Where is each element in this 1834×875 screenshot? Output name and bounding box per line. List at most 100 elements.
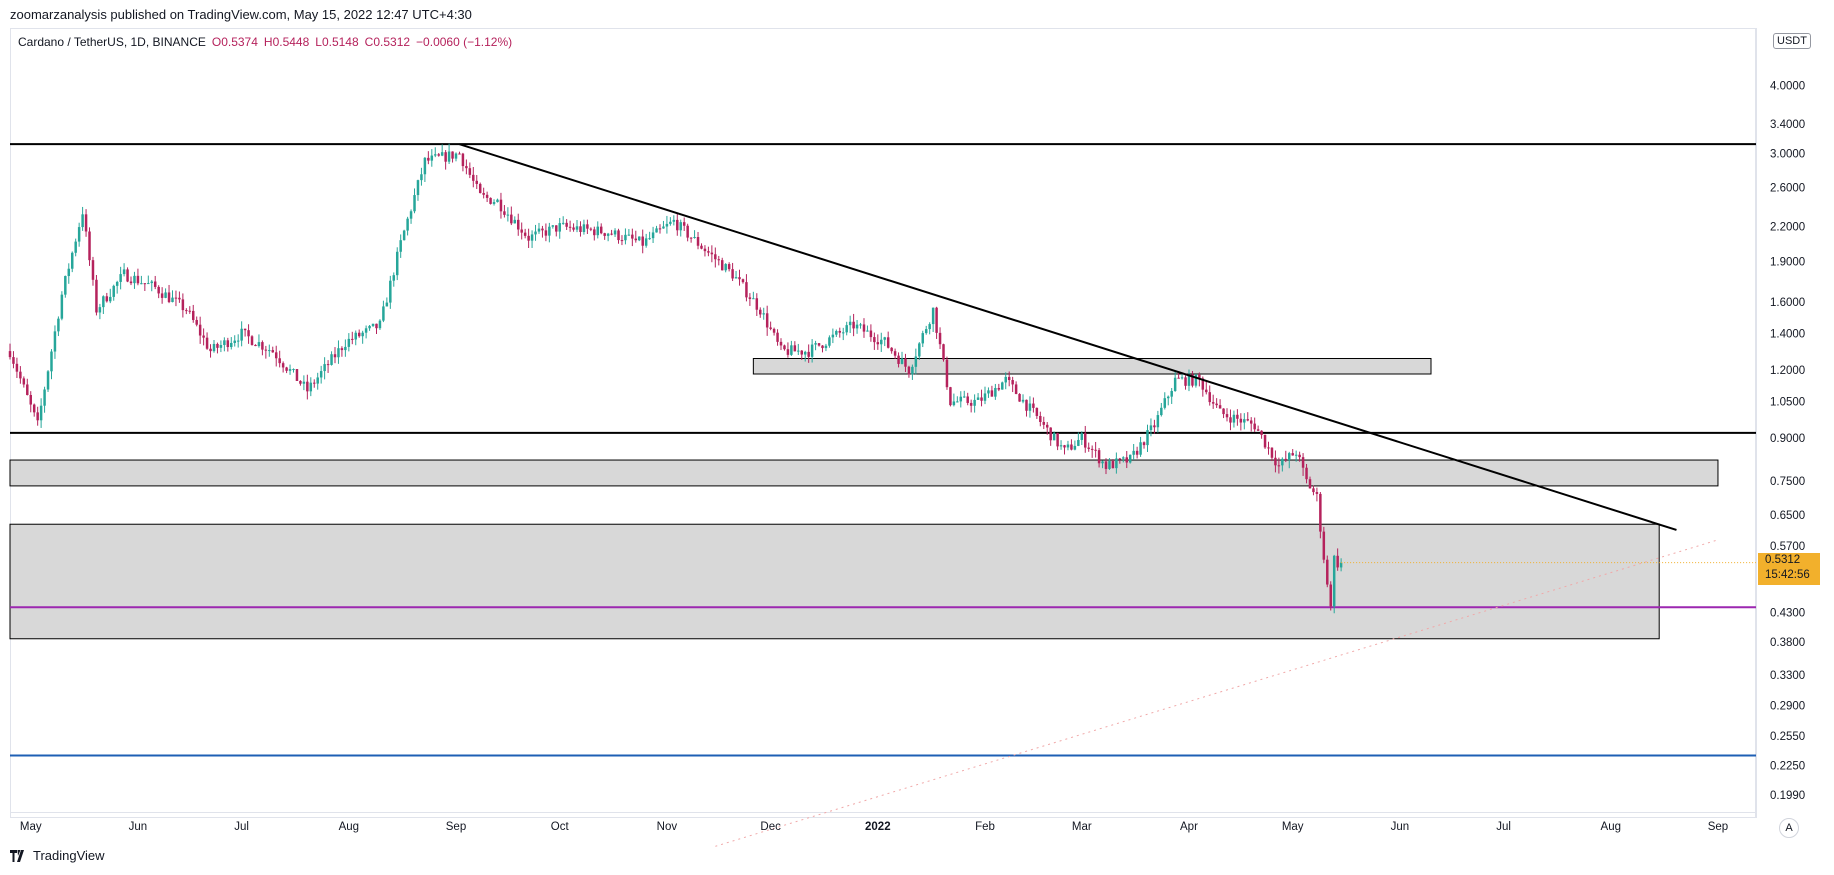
candle-body xyxy=(8,351,12,358)
candle-body xyxy=(309,382,313,392)
candle-body xyxy=(485,194,489,198)
candle-body xyxy=(931,307,935,325)
candle-body xyxy=(91,260,95,280)
candle-body xyxy=(956,401,959,403)
candle-body xyxy=(862,324,866,332)
candle-body xyxy=(153,281,157,287)
time-tick-label: Jun xyxy=(129,821,148,833)
candle-body xyxy=(800,350,803,355)
price-tick-label: 0.1990 xyxy=(1770,790,1805,802)
candle-body xyxy=(109,296,112,302)
candle-body xyxy=(568,226,572,228)
candle-body xyxy=(1305,467,1308,480)
candle-body xyxy=(1149,425,1153,431)
candle-body xyxy=(658,228,662,230)
candle-body xyxy=(1312,488,1315,493)
candle-body xyxy=(416,180,420,196)
candle-body xyxy=(689,237,693,239)
legend-high: H0.5448 xyxy=(263,35,310,49)
candle-body xyxy=(565,222,568,227)
auto-scale-button[interactable]: A xyxy=(1779,818,1799,838)
candle-body xyxy=(195,319,198,325)
candle-body xyxy=(129,281,133,284)
candle-body xyxy=(29,395,32,405)
candle-body xyxy=(57,318,60,332)
candle-body xyxy=(1315,492,1319,494)
candle-body xyxy=(392,275,396,281)
candle-body xyxy=(1080,433,1084,440)
symbol-legend: Cardano / TetherUS, 1D, BINANCE O0.5374 … xyxy=(18,35,512,49)
candle-body xyxy=(1122,457,1125,459)
candle-body xyxy=(762,313,765,315)
candle-body xyxy=(1084,433,1087,448)
candle-body xyxy=(319,371,323,378)
candle-body xyxy=(779,341,783,346)
candle-body xyxy=(219,345,223,348)
candle-body xyxy=(835,330,838,335)
candle-body xyxy=(1246,419,1250,421)
candle-body xyxy=(371,323,375,326)
candle-body xyxy=(22,378,26,385)
candle-body xyxy=(886,337,890,348)
candle-body xyxy=(696,237,700,246)
candle-body xyxy=(924,329,928,334)
candle-body xyxy=(74,241,77,253)
candle-body xyxy=(776,332,779,342)
candle-body xyxy=(205,337,209,349)
chart-area[interactable] xyxy=(10,28,1756,818)
candle-body xyxy=(181,299,185,311)
candle-body xyxy=(375,323,378,329)
candle-body xyxy=(561,222,565,224)
candle-body xyxy=(527,235,530,241)
candle-body xyxy=(447,151,451,162)
candle-body xyxy=(1066,444,1070,448)
candle-body xyxy=(513,219,517,224)
candle-body xyxy=(617,230,620,241)
candle-body xyxy=(1156,415,1160,428)
candle-body xyxy=(43,389,46,406)
candle-body xyxy=(454,153,458,159)
candle-body xyxy=(544,230,548,236)
candle-body xyxy=(399,240,402,252)
price-tick-label: 1.9000 xyxy=(1770,256,1805,268)
candle-body xyxy=(700,245,703,249)
candle-body xyxy=(316,377,319,384)
candle-body xyxy=(223,340,226,346)
candle-body xyxy=(1229,417,1232,423)
candle-body xyxy=(354,332,357,340)
candle-body xyxy=(395,251,399,276)
candle-body xyxy=(1004,376,1007,383)
candle-body xyxy=(759,309,762,315)
candle-body xyxy=(160,293,164,298)
time-tick-label: Oct xyxy=(551,821,570,833)
candle-body xyxy=(409,211,413,219)
candle-body xyxy=(558,223,561,232)
candle-body xyxy=(240,328,243,341)
candle-body xyxy=(606,233,610,236)
candle-body xyxy=(382,306,385,321)
price-axis-separator xyxy=(1756,28,1757,818)
candle-body xyxy=(1232,414,1236,423)
price-unit-badge[interactable]: USDT xyxy=(1773,33,1811,49)
candle-body xyxy=(655,228,658,233)
candle-body xyxy=(945,359,949,388)
candle-body xyxy=(389,280,392,303)
candle-body xyxy=(326,364,330,366)
candle-body xyxy=(1056,433,1059,447)
candle-body xyxy=(188,310,192,312)
candle-body xyxy=(1205,389,1208,393)
candle-body xyxy=(641,236,644,246)
candle-body xyxy=(537,228,541,232)
candle-body xyxy=(662,226,665,229)
candle-body xyxy=(914,356,918,367)
candle-body xyxy=(921,333,925,344)
candle-body xyxy=(1256,429,1260,431)
legend-low: L0.5148 xyxy=(315,35,359,49)
candle-body xyxy=(579,226,582,232)
candle-body xyxy=(351,338,354,340)
candle-body xyxy=(596,226,600,236)
candle-body xyxy=(821,345,824,349)
candle-body xyxy=(551,225,555,227)
candle-body xyxy=(994,387,997,397)
